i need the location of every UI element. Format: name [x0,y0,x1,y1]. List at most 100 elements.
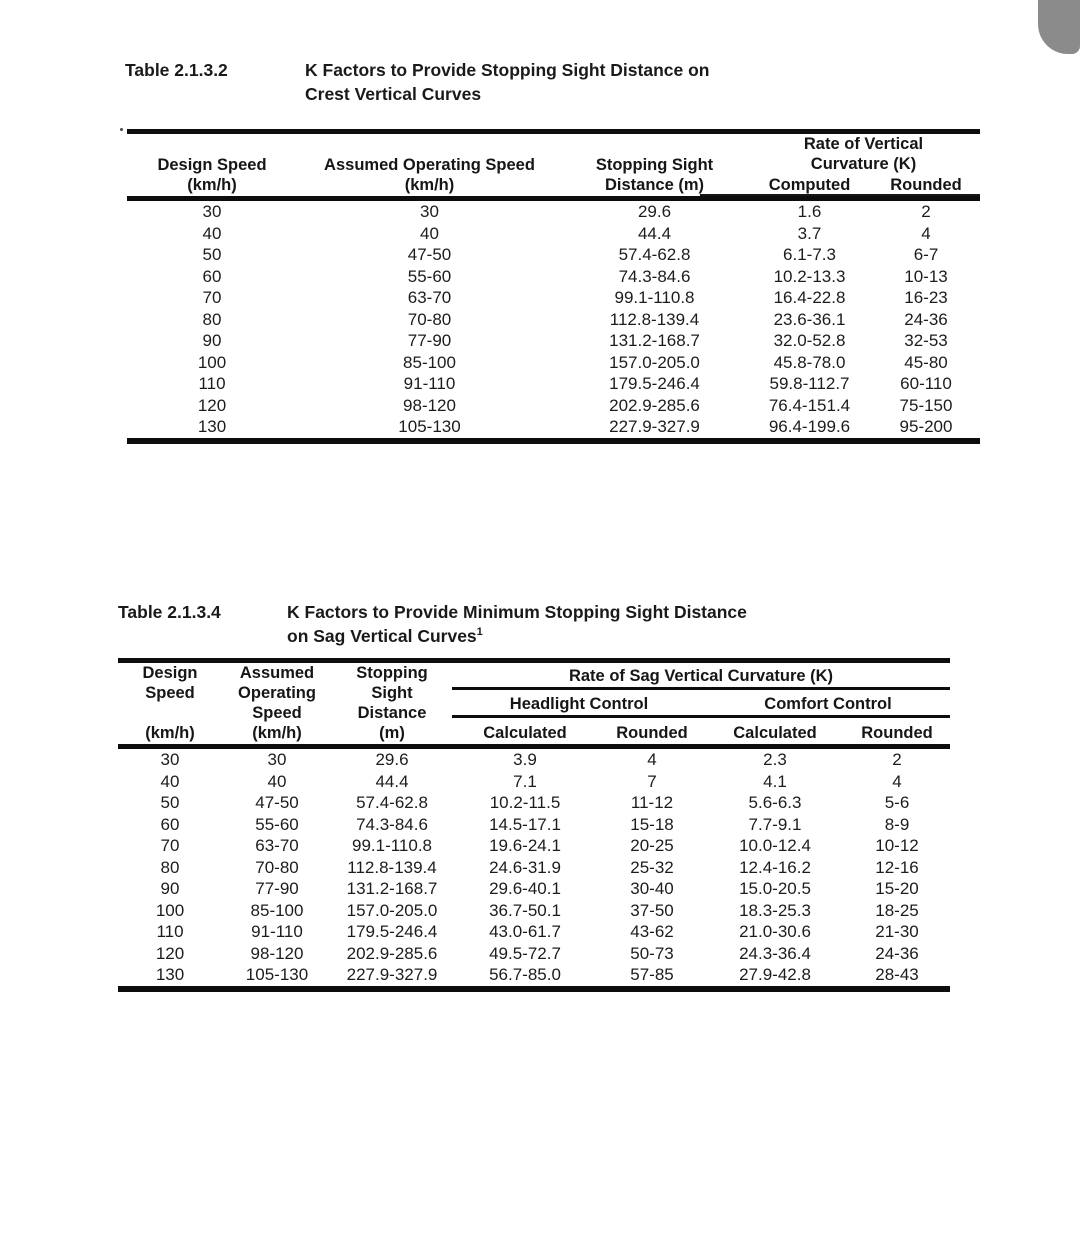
table-cell: 91-110 [251,922,303,941]
table-cell: 10.0-12.4 [739,836,811,855]
table-row: 90 77-90 131.2-168.7 32.0-52.8 32-53 [127,330,980,352]
header-comfort-rounded: Rounded [861,724,933,742]
table-cell: 99.1-110.8 [614,288,695,307]
table-cell: 63-70 [407,288,452,307]
crest-curves-table-header: Design Speed (km/h) Assumed Operating Sp… [127,132,980,199]
table-cell: 70-80 [255,857,299,877]
header-rounded: Rounded [890,176,962,194]
table-cell: 110 [156,922,184,941]
header-stopping-sight-distance: Stopping Sight Distance (m) [595,156,714,194]
table-cell: 7.7-9.1 [748,814,802,834]
table-cell: 44.4 [637,223,672,243]
table-2134-title-line2: on Sag Vertical Curves [287,626,477,646]
table-row: 30 30 29.6 3.9 4 2.3 2 [118,747,950,771]
table-cell: 24-36 [904,309,948,329]
table-2134-title-line1: K Factors to Provide Minimum Stopping Si… [287,602,747,622]
table-cell: 7 [647,771,657,791]
table-cell: 179.5-246.4 [346,922,438,941]
table-cell: 45.8-78.0 [773,352,846,372]
table-cell: 57.4-62.8 [618,245,691,264]
table-cell: 7.1 [513,771,537,791]
table-cell: 29.6 [375,750,409,769]
table-row: 60 55-60 74.3-84.6 14.5-17.1 15-18 7.7-9.1 8-9 [118,814,950,836]
scroll-corner-tab [1038,0,1080,54]
header-computed: Computed [768,176,851,194]
table-cell: 70 [202,288,222,307]
header-assumed-operating-speed: Assumed Operating Speed (km/h) [324,156,535,194]
table-cell: 30 [420,202,439,221]
table-cell: 19.6-24.1 [489,836,561,855]
table-cell: 80 [160,857,180,877]
table-cell: 1.6 [797,202,822,221]
table-cell: 105-130 [245,965,309,984]
table-cell: 25-32 [630,857,674,877]
table-row: 120 98-120 202.9-285.6 49.5-72.7 50-73 24.3-3… [118,943,950,965]
table-cell: 202.9-285.6 [609,395,700,415]
sag-curves-table-body: 30 30 29.6 3.9 4 2.3 2 40 40 44.4 7.1 7 4.1 4 50 47-50 5… [118,747,950,989]
table-cell: 112.8-139.4 [347,857,437,877]
table-cell: 105-130 [398,417,461,436]
table-cell: 47-50 [407,245,452,264]
scan-speck [120,128,123,131]
table-cell: 15-18 [630,814,674,834]
table-cell: 40 [420,223,439,243]
table-cell: 21.0-30.6 [739,922,811,941]
table-cell: 15-20 [875,879,919,898]
header-design-speed: Design Speed (km/h) [157,156,267,194]
header-comfort-calculated: Calculated [733,724,817,742]
table-cell: 110 [198,374,226,393]
table-cell: 50-73 [630,943,674,963]
header-headlight-calculated: Calculated [483,724,567,742]
table-cell: 2.3 [763,750,787,769]
table-cell: 10-13 [904,266,948,286]
table-cell: 30 [202,202,222,221]
table-cell: 60-110 [900,374,952,393]
table-cell: 44.4 [375,771,409,791]
table-row: 60 55-60 74.3-84.6 10.2-13.3 10-13 [127,266,980,288]
table-cell: 10-12 [875,836,919,855]
table-cell: 90 [202,331,222,350]
table-cell: 227.9-327.9 [609,417,700,436]
table-2134-label: Table 2.1.3.4 [118,602,221,622]
table-row: 40 40 44.4 7.1 7 4.1 4 [118,771,950,793]
table-cell: 55-60 [407,266,452,286]
table-row: 120 98-120 202.9-285.6 76.4-151.4 75-150 [127,395,980,417]
table-cell: 112.8-139.4 [609,309,700,329]
table-cell: 90 [160,879,180,898]
table-cell: 30-40 [630,879,674,898]
table-cell: 4 [892,771,902,791]
table-row: 50 47-50 57.4-62.8 10.2-11.5 11-12 5.6-6.3 5-6 [118,792,950,814]
table-cell: 50 [160,793,180,812]
table-cell: 5-6 [884,793,910,812]
table-cell: 70-80 [407,309,452,329]
table-cell: 157.0-205.0 [346,900,438,920]
table-cell: 5.6-6.3 [748,793,802,812]
table-cell: 15.0-20.5 [739,879,811,898]
table-cell: 6-7 [913,245,939,264]
table-cell: 45-80 [904,352,948,372]
sag-curves-table: Design Speed (km/h) Assumed Operating Sp… [118,658,951,992]
table-cell: 95-200 [899,417,953,436]
table-cell: 80 [202,309,222,329]
table-cell: 16-23 [904,288,948,307]
table-cell: 6.1-7.3 [783,245,836,264]
table-cell: 85-100 [250,900,304,920]
table-cell: 16.4-22.8 [773,288,846,307]
table-cell: 131.2-168.7 [609,331,700,350]
table-cell: 27.9-42.8 [739,965,811,984]
table-2132-label: Table 2.1.3.2 [125,60,228,80]
table-row: 90 77-90 131.2-168.7 29.6-40.1 30-40 15.0-20.… [118,878,950,900]
table-cell: 3.7 [797,223,822,243]
header-design-speed: Design Speed (km/h) [142,664,198,742]
table-cell: 85-100 [403,352,456,372]
table-cell: 2 [921,202,931,221]
table-cell: 120 [197,395,227,415]
table-cell: 10.2-13.3 [773,266,846,286]
table-cell: 227.9-327.9 [346,965,438,984]
table-cell: 77-90 [255,879,299,898]
table-cell: 14.5-17.1 [489,814,561,834]
table-cell: 30 [267,750,287,769]
sag-curves-table-header: Design Speed (km/h) Assumed Operating Sp… [118,660,951,747]
table-cell: 179.5-246.4 [609,374,700,393]
table-cell: 40 [160,771,180,791]
